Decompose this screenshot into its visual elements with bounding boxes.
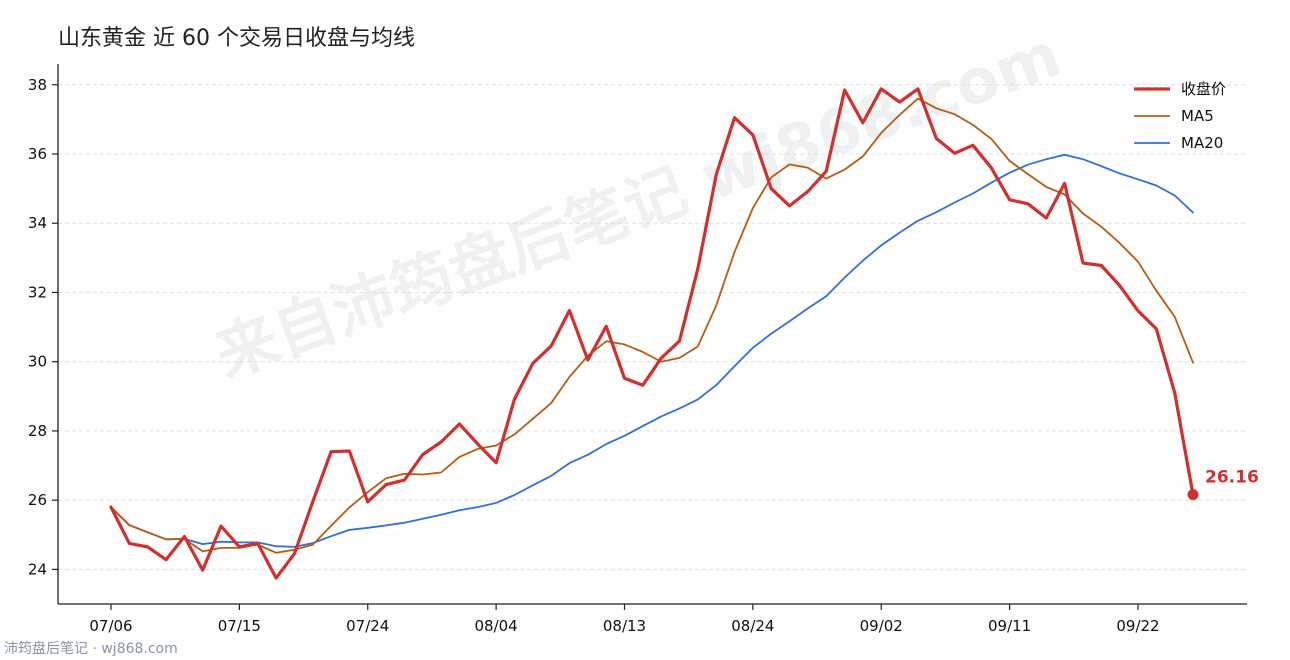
xtick-label-07/24: 07/24	[346, 617, 389, 635]
ytick-label-30: 30	[28, 353, 47, 371]
chart-title: 山东黄金 近 60 个交易日收盘与均线	[58, 26, 415, 51]
watermark-text: 来自沛筠盘后笔记 wj868.com	[206, 18, 1070, 392]
ytick-label-26: 26	[28, 491, 47, 509]
grid-lines	[58, 84, 1247, 570]
ytick-label-28: 28	[28, 422, 47, 440]
series-line-close	[109, 87, 1195, 580]
xtick-label-07/06: 07/06	[89, 617, 132, 635]
last-point-group: 26.16	[1187, 468, 1259, 501]
ytick-label-24: 24	[28, 560, 47, 578]
xtick-label-09/11: 09/11	[988, 617, 1031, 635]
ytick-label-38: 38	[28, 76, 47, 94]
legend: 收盘价 MA5 MA20	[1134, 80, 1226, 152]
xtick-label-08/24: 08/24	[731, 617, 774, 635]
xtick-label-07/15: 07/15	[218, 617, 261, 635]
series-line-ma20	[110, 153, 1194, 548]
series-group	[109, 87, 1195, 580]
xtick-label-08/13: 08/13	[603, 617, 646, 635]
tick-labels: 24 26 28 30 32 34 36 38 07/06 07/15 07/24 08/04 08/1…	[28, 76, 1160, 635]
series-line-ma5	[110, 97, 1194, 554]
last-close-label: 26.16	[1205, 468, 1259, 488]
xtick-label-09/22: 09/22	[1116, 617, 1159, 635]
xtick-label-09/02: 09/02	[860, 617, 903, 635]
ytick-label-36: 36	[28, 145, 47, 163]
xtick-label-08/04: 08/04	[475, 617, 518, 635]
footer-credit: 沛筠盘后笔记 · wj868.com	[4, 640, 178, 657]
last-close-point	[1187, 489, 1199, 501]
legend-label-ma5: MA5	[1181, 107, 1214, 125]
legend-label-close: 收盘价	[1181, 80, 1226, 98]
axes	[52, 64, 1247, 610]
ytick-label-32: 32	[28, 283, 47, 301]
legend-label-ma20: MA20	[1181, 134, 1223, 152]
ytick-label-34: 34	[28, 214, 47, 232]
